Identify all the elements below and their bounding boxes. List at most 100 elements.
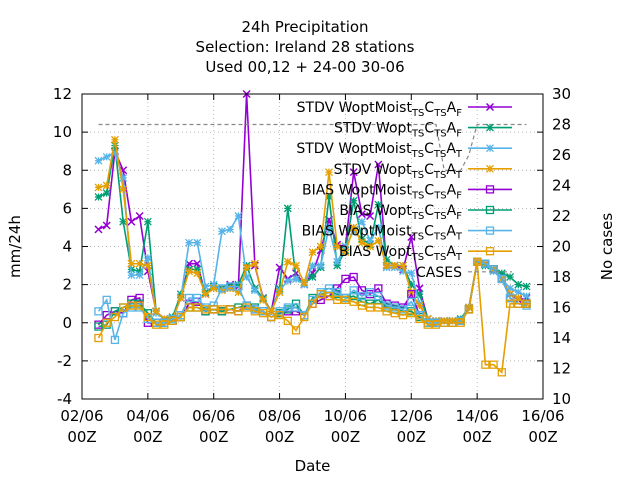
data-point: [472, 257, 482, 266]
data-point: [94, 322, 103, 331]
data-point: [119, 309, 128, 318]
y2-tick-label: 10: [552, 390, 571, 408]
data-point: [398, 310, 408, 320]
legend-subscript: TS: [433, 108, 446, 119]
legend-text: STDV WoptMoist: [296, 141, 412, 157]
y2-tick-label: 28: [552, 116, 571, 134]
data-point: [464, 305, 474, 314]
legend-label: STDV WoptTSCTSAF: [334, 121, 462, 140]
data-point: [365, 288, 375, 297]
x-tick-label: 06/06: [192, 407, 235, 425]
legend-subscript: TS: [411, 108, 424, 119]
data-point: [102, 221, 111, 230]
data-point: [366, 236, 375, 245]
data-point: [102, 152, 111, 161]
legend-subscript: TS: [411, 211, 424, 222]
data-point: [267, 307, 276, 316]
legend-subscript: TS: [433, 190, 446, 201]
legend-subscript: TS: [411, 190, 424, 201]
data-point: [481, 360, 490, 369]
data-point: [135, 259, 144, 268]
legend-entry: BIAS WoptMoistTSCTSAF: [302, 182, 512, 201]
data-point: [308, 273, 317, 281]
data-point: [300, 312, 309, 322]
data-point: [283, 303, 292, 312]
data-point: [110, 312, 120, 322]
x-tick-label: 12/06: [390, 407, 433, 425]
data-point: [374, 291, 383, 301]
data-point: [341, 248, 350, 257]
data-point: [316, 290, 325, 299]
data-point: [217, 284, 227, 293]
series-line: [97, 261, 527, 374]
legend-label: BIAS WoptTSCTSAT: [339, 244, 463, 263]
data-point: [160, 320, 169, 329]
data-point: [366, 242, 375, 251]
data-point: [242, 273, 251, 281]
data-point: [333, 242, 342, 251]
data-point: [505, 299, 515, 308]
data-point: [308, 299, 317, 308]
legend-text: A: [447, 203, 457, 219]
data-point: [325, 192, 333, 201]
data-point: [110, 135, 119, 144]
data-point: [193, 238, 202, 247]
data-point: [349, 227, 358, 236]
y2-tick-label: 22: [552, 207, 571, 225]
title-line: Used 00,12 + 24-00 30-06: [205, 58, 404, 76]
data-point: [209, 280, 218, 289]
chart-title: 24h Precipitation Selection: Ireland 28 s…: [196, 18, 415, 76]
data-point: [485, 226, 495, 235]
data-point: [497, 368, 506, 377]
data-point: [514, 280, 523, 289]
data-point: [283, 316, 292, 325]
data-point: [357, 210, 366, 219]
legend-label: STDV WoptTSCTSAT: [334, 162, 463, 181]
legend-label: CASES: [416, 265, 462, 281]
legend-subscript: TS: [411, 129, 424, 140]
data-point: [250, 259, 259, 268]
data-point: [374, 223, 383, 232]
data-point: [234, 212, 243, 220]
data-point: [135, 267, 144, 276]
data-point: [234, 288, 243, 297]
data-point: [382, 255, 391, 264]
data-point: [94, 156, 103, 165]
data-point: [127, 271, 136, 280]
data-point: [94, 307, 103, 316]
data-point: [316, 242, 325, 251]
data-point: [349, 291, 358, 301]
y2-axis-label: No cases: [598, 213, 616, 281]
data-point: [486, 144, 494, 153]
y2-tick-label: 26: [552, 146, 571, 164]
data-point: [217, 305, 227, 314]
y2-tick-label: 16: [552, 299, 571, 317]
y-tick-label: 12: [53, 85, 72, 103]
x-tick-label: 04/06: [126, 407, 169, 425]
y-tick-label: 0: [62, 314, 72, 332]
data-point: [176, 312, 185, 322]
data-point: [407, 269, 416, 278]
y2-tick-label: 30: [552, 85, 571, 103]
legend-text: A: [446, 141, 456, 157]
legend-label: STDV WoptMoistTSCTSAF: [297, 100, 463, 119]
data-point: [341, 295, 350, 305]
data-point: [514, 294, 523, 302]
data-point: [102, 295, 111, 305]
data-point: [226, 305, 235, 314]
legend-text: BIAS Wopt: [339, 203, 412, 219]
data-point: [489, 360, 498, 369]
data-point: [201, 290, 210, 299]
data-point: [390, 303, 399, 312]
data-point: [316, 261, 325, 270]
data-point: [94, 183, 103, 192]
legend-subscript: TS: [433, 252, 446, 263]
legend-text: C: [424, 182, 434, 198]
data-point: [341, 242, 350, 251]
data-point: [357, 238, 366, 247]
data-point: [258, 309, 268, 318]
series-8: [98, 123, 527, 171]
legend-subscript: F: [456, 190, 462, 201]
data-point: [522, 299, 531, 308]
data-point: [242, 263, 251, 272]
